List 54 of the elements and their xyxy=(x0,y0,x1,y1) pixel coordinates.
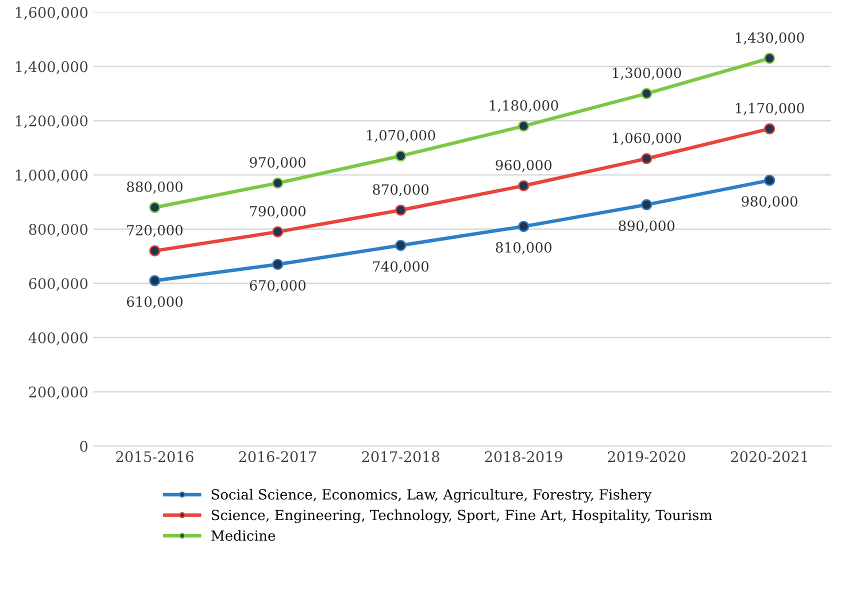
data-label: 1,070,000 xyxy=(367,130,436,142)
point xyxy=(518,220,530,232)
y-tick-label: 1,200,000 xyxy=(16,115,88,128)
point xyxy=(395,204,406,216)
data-label: 870,000 xyxy=(372,184,428,196)
legend-label: Social Science, Economics, Law, Agriculture, Forestry, Fishery xyxy=(212,488,652,503)
point xyxy=(764,123,776,134)
point xyxy=(149,202,160,213)
point xyxy=(641,153,652,164)
point xyxy=(764,52,776,64)
x-tick-label: 2015-2016 xyxy=(116,451,194,462)
y-tick-label: 600,000 xyxy=(29,278,88,291)
data-label: 1,180,000 xyxy=(490,100,558,112)
data-label: 790,000 xyxy=(250,206,306,218)
point xyxy=(272,177,284,189)
y-tick-label: 1,600,000 xyxy=(16,6,88,20)
x-tick-label: 2017-2018 xyxy=(362,451,440,462)
y-tick-label: 1,400,000 xyxy=(16,61,88,74)
x-tick-label: 2018-2019 xyxy=(485,451,562,462)
data-label: 810,000 xyxy=(496,242,552,254)
data-label: 890,000 xyxy=(618,220,674,233)
point xyxy=(518,180,530,192)
data-label: 880,000 xyxy=(126,182,183,194)
data-label: 1,060,000 xyxy=(612,132,682,145)
x-tick-label: 2016-2017 xyxy=(239,451,316,462)
y-tick-label: 400,000 xyxy=(28,332,88,346)
data-label: 1,430,000 xyxy=(736,32,804,45)
data-label: 1,300,000 xyxy=(612,68,682,80)
point xyxy=(395,240,406,251)
y-tick-label: 200,000 xyxy=(29,386,88,400)
y-tick-label: 1,000,000 xyxy=(16,170,88,182)
data-label: 610,000 xyxy=(126,296,183,309)
point xyxy=(641,88,652,100)
point xyxy=(518,120,530,132)
y-tick-label: 800,000 xyxy=(29,224,88,237)
point xyxy=(641,199,652,210)
legend-label: Medicine xyxy=(211,530,276,541)
point xyxy=(272,226,284,238)
data-label: 970,000 xyxy=(250,157,306,170)
point xyxy=(764,174,776,186)
point xyxy=(395,150,406,162)
data-label: 740,000 xyxy=(373,261,428,274)
data-label: 670,000 xyxy=(250,280,306,292)
y-tick-label: 0 xyxy=(80,440,88,452)
data-label: 720,000 xyxy=(127,224,183,238)
legend-label: Science, Engineering, Technology, Sport, Fine Art, Hospitality, Tourism xyxy=(212,509,712,524)
point xyxy=(149,245,160,256)
x-tick-label: 2019-2020 xyxy=(608,451,686,462)
point xyxy=(272,258,284,270)
data-label: 1,170,000 xyxy=(736,102,804,116)
x-tick-label: 2020-2021 xyxy=(730,451,808,462)
data-label: 980,000 xyxy=(742,196,798,208)
point xyxy=(149,275,160,286)
data-label: 960,000 xyxy=(496,160,552,172)
